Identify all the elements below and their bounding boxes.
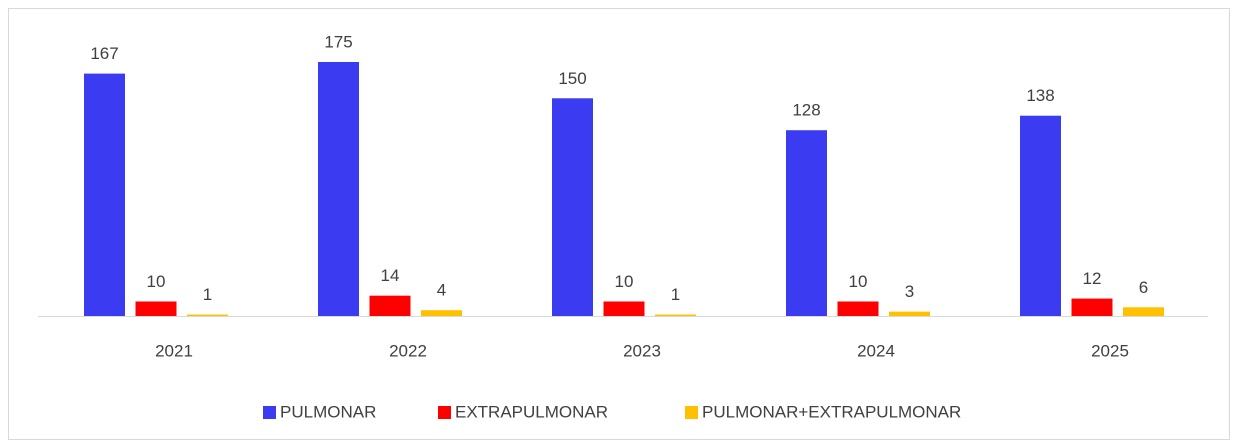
x-tick-label: 2025 [1091,341,1129,360]
data-label: 12 [1083,269,1102,288]
data-label: 128 [792,101,820,120]
bar [187,314,228,316]
legend-swatch [685,406,698,419]
data-label: 14 [381,266,400,285]
bar [318,62,359,316]
data-label: 10 [147,272,166,291]
bar [837,301,879,316]
bar [1071,298,1113,316]
data-label: 10 [615,272,634,291]
data-label: 10 [849,272,868,291]
data-label: 150 [558,69,586,88]
data-label: 3 [905,282,914,301]
data-label: 6 [1139,278,1148,297]
bar [135,301,177,316]
bar [421,310,462,316]
legend-swatch [438,406,451,419]
x-tick-label: 2024 [857,341,895,360]
bar [369,295,411,316]
data-label: 175 [324,32,352,51]
data-label: 1 [203,285,212,304]
bar [552,98,593,317]
data-label: 138 [1026,86,1054,105]
bar [786,130,827,316]
legend-label: PULMONAR [280,402,376,421]
legend-swatch [263,406,276,419]
bar [84,73,125,317]
data-label: 4 [437,281,446,300]
x-tick-label: 2021 [155,341,193,360]
bar [603,301,645,316]
data-label: 1 [671,285,680,304]
legend-label: PULMONAR+EXTRAPULMONAR [702,402,961,421]
legend-label: EXTRAPULMONAR [455,402,608,421]
bar [655,314,696,316]
data-label: 167 [90,44,118,63]
bar [1123,307,1164,316]
x-tick-label: 2022 [389,341,427,360]
x-tick-label: 2023 [623,341,661,360]
bar [889,311,930,316]
bar [1020,115,1061,317]
